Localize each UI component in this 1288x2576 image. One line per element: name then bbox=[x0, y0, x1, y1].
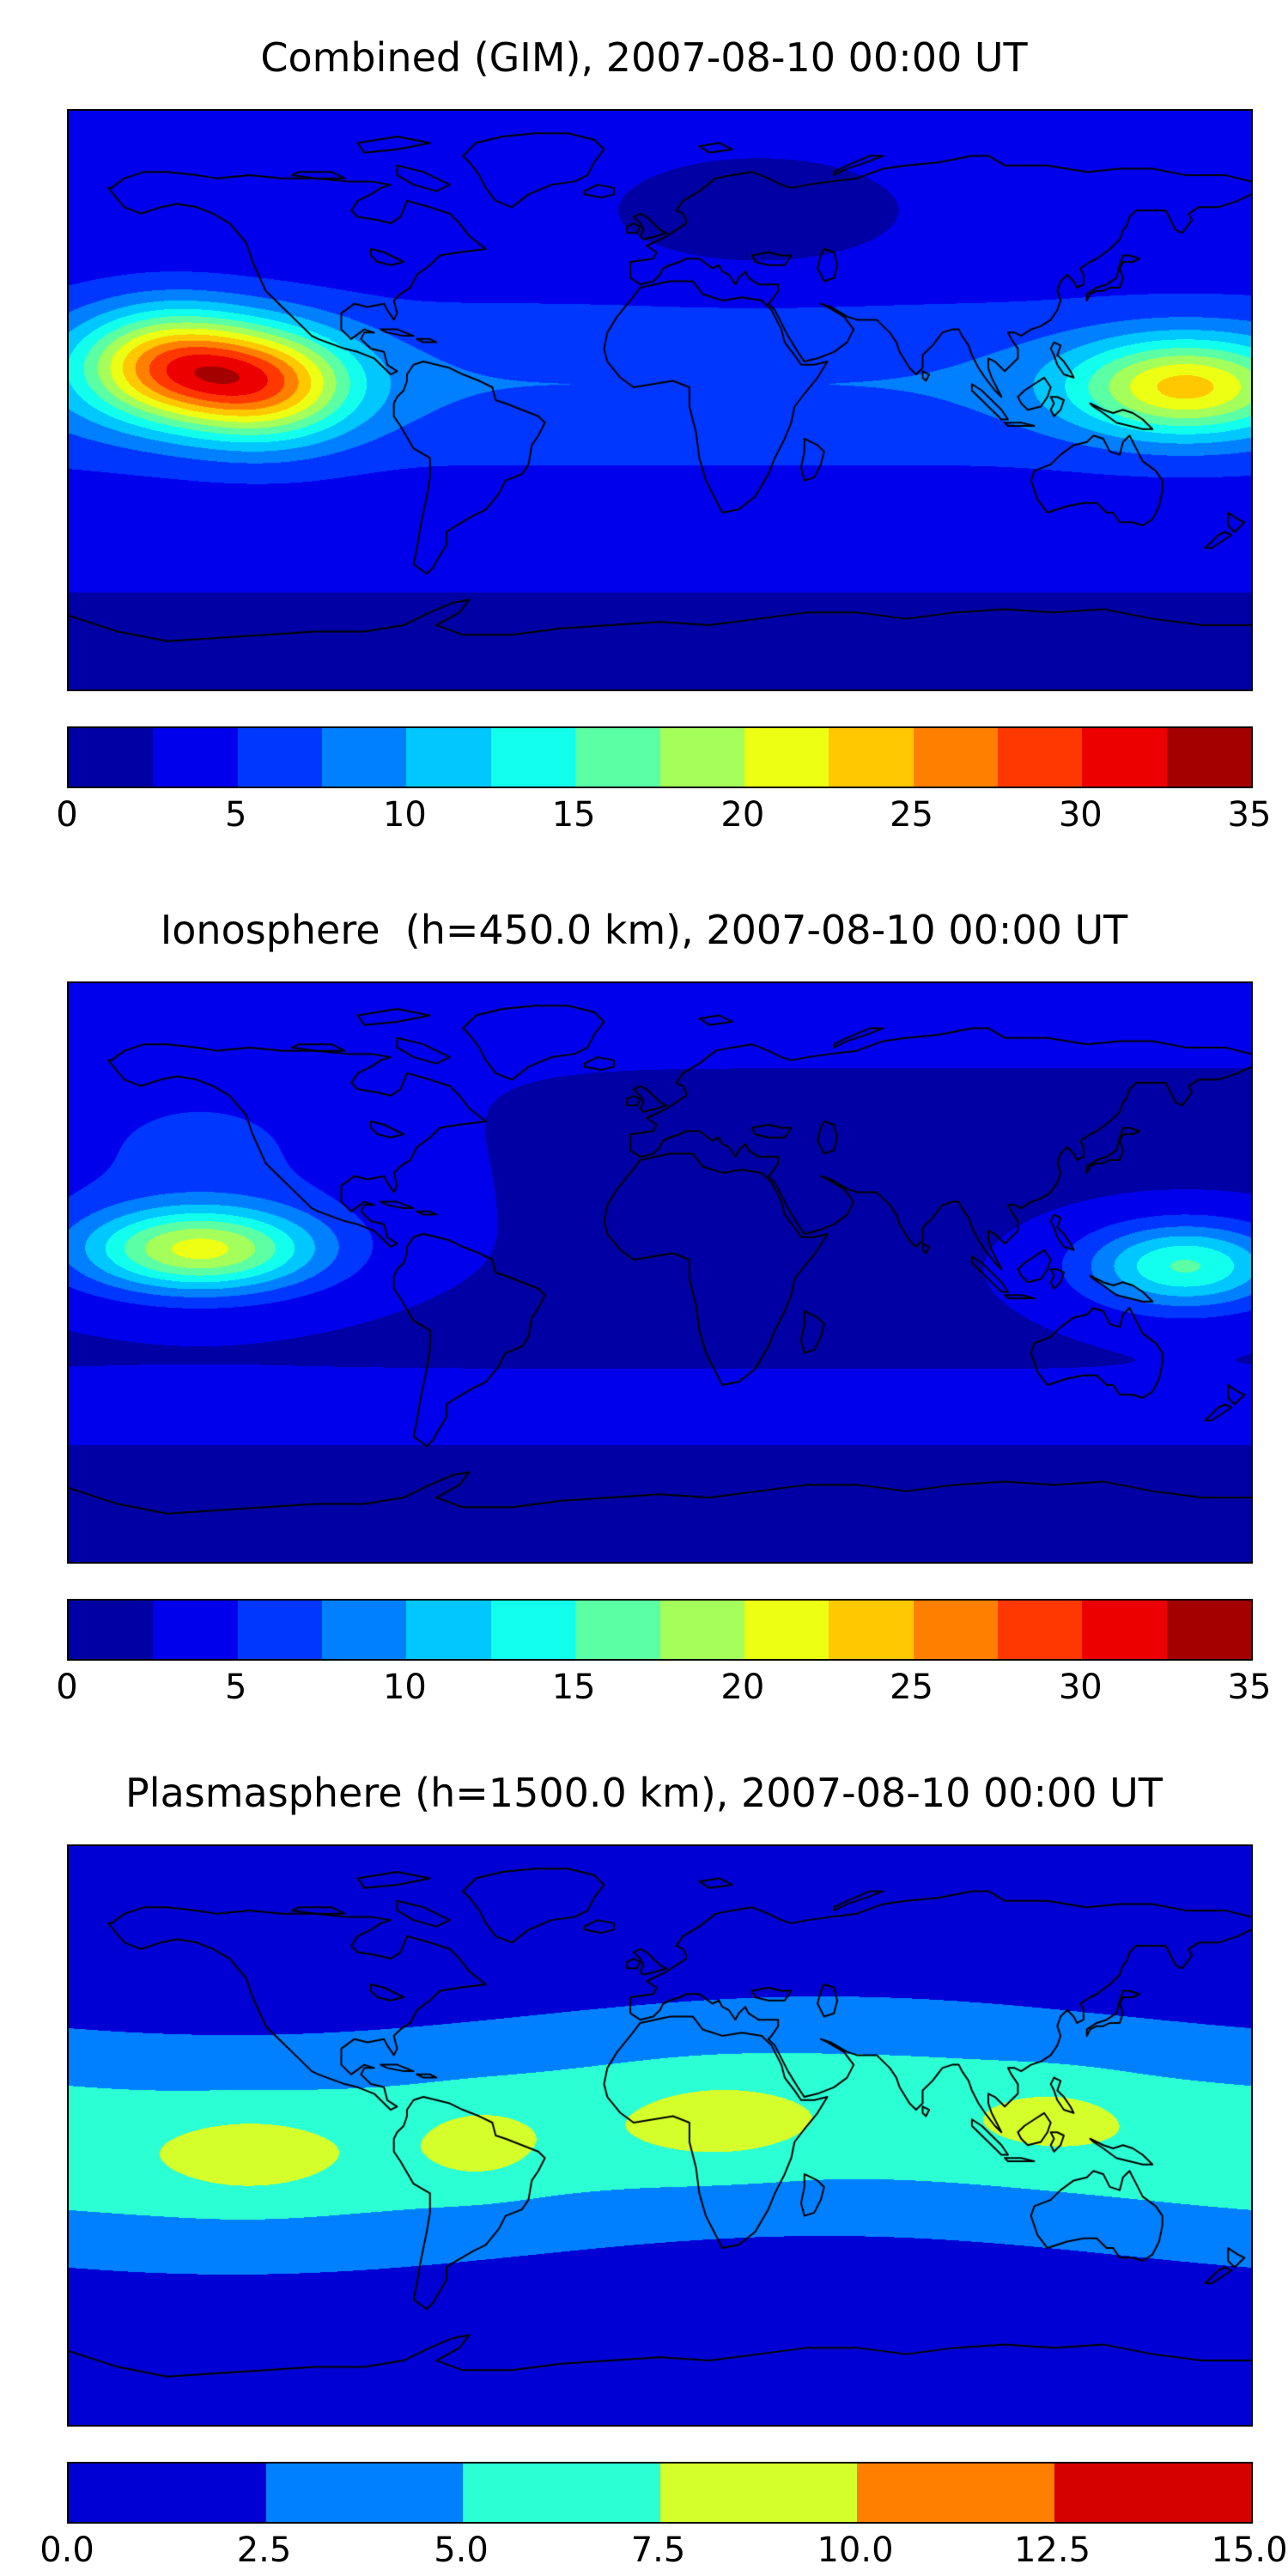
colorbar-segment bbox=[237, 1601, 323, 1659]
colorbar-segment bbox=[265, 2464, 463, 2522]
colorbar-segment bbox=[69, 2464, 266, 2522]
colorbar-segment bbox=[1082, 728, 1167, 787]
colorbar-segment bbox=[406, 1601, 491, 1659]
colorbar-tick-label: 0 bbox=[56, 795, 78, 835]
colorbar-tick-label: 30 bbox=[1058, 795, 1103, 835]
colorbar-tick-label: 25 bbox=[890, 1668, 934, 1707]
colorbar-tick-label: 15.0 bbox=[1211, 2530, 1288, 2570]
colorbar-ticks-combined: 0 5 10 15 20 25 30 35 bbox=[0, 795, 1288, 840]
colorbar-tick-label: 2.5 bbox=[236, 2530, 292, 2570]
colorbar-tick-label: 5 bbox=[224, 795, 247, 835]
panel-title-combined: Combined (GIM), 2007-08-10 00:00 UT bbox=[260, 34, 1028, 81]
colorbar-tick-label: 15 bbox=[551, 1668, 596, 1707]
colorbar-segment bbox=[575, 1601, 660, 1659]
colorbar-tick-label: 25 bbox=[890, 795, 934, 835]
colorbar-ticks-plasmasphere: 0.0 2.5 5.0 7.5 10.0 12.5 15.0 bbox=[0, 2530, 1288, 2575]
colorbar-segment bbox=[913, 728, 998, 787]
colorbar-segment bbox=[659, 1601, 744, 1659]
colorbar-segment bbox=[322, 1601, 407, 1659]
colorbar-tick-label: 35 bbox=[1227, 795, 1272, 835]
colorbar-tick-label: 10.0 bbox=[817, 2530, 894, 2570]
colorbar-segment bbox=[829, 728, 914, 787]
map-canvas-plasmasphere bbox=[67, 1844, 1253, 2427]
map-canvas-combined bbox=[67, 109, 1253, 691]
colorbar-segment bbox=[575, 728, 660, 787]
colorbar-tick-label: 0.0 bbox=[39, 2530, 94, 2570]
colorbar-segment bbox=[237, 728, 323, 787]
colorbar-ticks-ionosphere: 0 5 10 15 20 25 30 35 bbox=[0, 1668, 1288, 1712]
colorbar-segment bbox=[490, 1601, 576, 1659]
colorbar-segment bbox=[659, 728, 744, 787]
colorbar-tick-label: 7.5 bbox=[630, 2530, 686, 2570]
colorbar-segment bbox=[69, 1601, 154, 1659]
colorbar-plasmasphere bbox=[67, 2462, 1253, 2524]
colorbar-segment bbox=[997, 728, 1083, 787]
colorbar-tick-label: 0 bbox=[56, 1668, 78, 1707]
colorbar-segment bbox=[997, 1601, 1083, 1659]
colorbar-segment bbox=[322, 728, 407, 787]
colorbar-segment bbox=[69, 728, 154, 787]
colorbar-tick-label: 35 bbox=[1227, 1668, 1272, 1707]
colorbar-segment bbox=[829, 1601, 914, 1659]
colorbar-tick-label: 30 bbox=[1058, 1668, 1103, 1707]
colorbar-tick-label: 12.5 bbox=[1013, 2530, 1091, 2570]
colorbar-tick-label: 10 bbox=[382, 1668, 427, 1707]
colorbar-segment bbox=[659, 2464, 857, 2522]
colorbar-tick-label: 5 bbox=[224, 1668, 247, 1707]
colorbar-tick-label: 5.0 bbox=[434, 2530, 489, 2570]
colorbar-ionosphere bbox=[67, 1599, 1253, 1661]
map-canvas-ionosphere bbox=[67, 981, 1253, 1564]
colorbar-segment bbox=[1054, 2464, 1251, 2522]
colorbar-segment bbox=[153, 728, 238, 787]
colorbar-segment bbox=[744, 1601, 829, 1659]
colorbar-segment bbox=[463, 2464, 660, 2522]
colorbar-segment bbox=[744, 728, 829, 787]
panel-title-plasmasphere: Plasmasphere (h=1500.0 km), 2007-08-10 0… bbox=[125, 1770, 1163, 1816]
colorbar-segment bbox=[1082, 1601, 1167, 1659]
colorbar-segment bbox=[490, 728, 576, 787]
colorbar-segment bbox=[857, 2464, 1054, 2522]
colorbar-segment bbox=[406, 728, 491, 787]
panel-title-ionosphere: Ionosphere (h=450.0 km), 2007-08-10 00:0… bbox=[160, 907, 1128, 953]
colorbar-tick-label: 20 bbox=[720, 795, 765, 835]
colorbar-tick-label: 20 bbox=[720, 1668, 765, 1707]
colorbar-segment bbox=[1166, 728, 1252, 787]
colorbar-tick-label: 10 bbox=[382, 795, 427, 835]
colorbar-segment bbox=[913, 1601, 998, 1659]
colorbar-tick-label: 15 bbox=[551, 795, 596, 835]
colorbar-combined bbox=[67, 726, 1253, 788]
colorbar-segment bbox=[1166, 1601, 1252, 1659]
colorbar-segment bbox=[153, 1601, 238, 1659]
